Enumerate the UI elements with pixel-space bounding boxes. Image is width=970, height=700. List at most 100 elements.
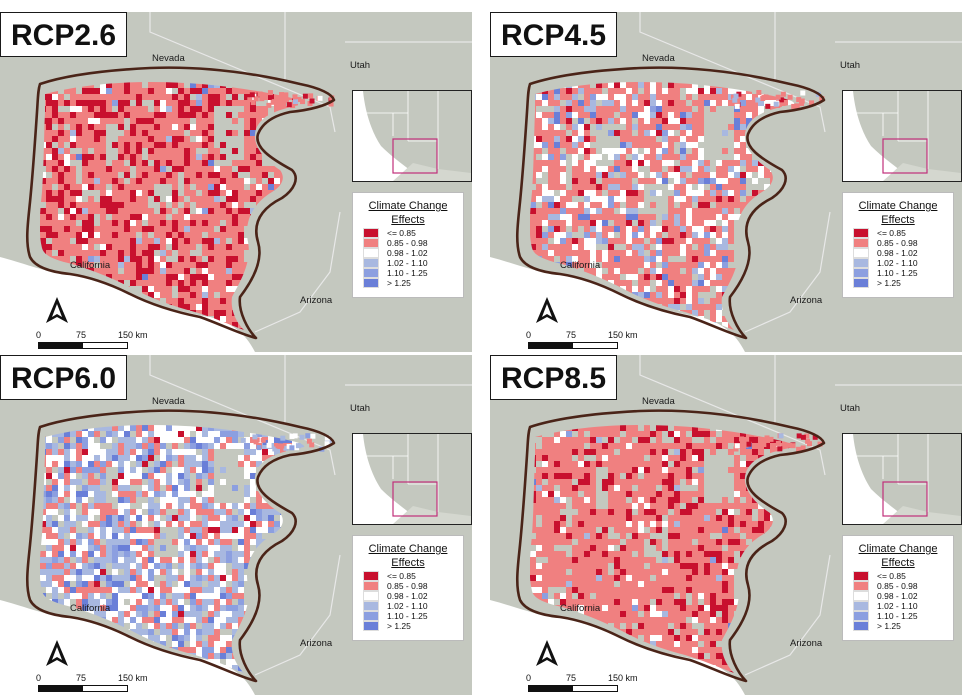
effect-cell [172, 130, 178, 136]
effect-cell [271, 99, 277, 105]
effect-cell [578, 136, 584, 142]
effect-cell [280, 256, 286, 262]
effect-cell [190, 599, 196, 605]
effect-cell [280, 274, 286, 280]
effect-cell [130, 611, 136, 617]
effect-cell [64, 130, 70, 136]
effect-cell [674, 190, 680, 196]
effect-cell [232, 226, 238, 232]
effect-cell [244, 262, 250, 268]
effect-cell [202, 539, 208, 545]
effect-cell [536, 172, 542, 178]
effect-cell [788, 334, 794, 340]
effect-cell [190, 280, 196, 286]
effect-cell [82, 244, 88, 250]
effect-cell [626, 226, 632, 232]
effect-cell [608, 196, 614, 202]
effect-cell [136, 148, 142, 154]
effect-cell [160, 250, 166, 256]
effect-cell [298, 166, 304, 172]
legend-title-line1: Climate Change [858, 200, 938, 212]
effect-cell [130, 136, 136, 142]
effect-cell [124, 136, 130, 142]
effect-cell [172, 298, 178, 304]
effect-cell [286, 178, 292, 184]
effect-cell [136, 593, 142, 599]
effect-cell [614, 280, 620, 286]
effect-cell [262, 256, 268, 262]
effect-cell [136, 100, 142, 106]
effect-cell [638, 130, 644, 136]
effect-cell [656, 118, 662, 124]
effect-cell [124, 563, 130, 569]
legend-swatch [363, 277, 379, 288]
effect-cell [64, 425, 70, 431]
effect-cell [106, 196, 112, 202]
effect-cell [70, 226, 76, 232]
effect-cell [82, 551, 88, 557]
effect-cell [536, 196, 542, 202]
effect-cell [704, 286, 710, 292]
effect-cell [238, 88, 244, 94]
effect-cell [698, 100, 704, 106]
effect-cell [40, 521, 46, 527]
effect-cell [280, 461, 286, 467]
effect-cell [686, 286, 692, 292]
effect-cell [578, 112, 584, 118]
effect-cell [244, 473, 250, 479]
effect-cell [274, 521, 280, 527]
effect-cell [196, 647, 202, 653]
effect-cell [722, 298, 728, 304]
effect-cell [142, 599, 148, 605]
effect-cell [100, 172, 106, 178]
effect-cell [112, 250, 118, 256]
effect-cell [130, 160, 136, 166]
effect-cell [166, 106, 172, 112]
effect-cell [82, 106, 88, 112]
effect-cell [214, 232, 220, 238]
effect-cell [148, 425, 154, 431]
effect-cell [64, 515, 70, 521]
legend-swatch [363, 257, 379, 268]
effect-cell [626, 220, 632, 226]
effect-cell [286, 635, 292, 641]
label-nevada: Nevada [642, 53, 675, 64]
effect-cell [244, 611, 250, 617]
effect-cell [154, 563, 160, 569]
effect-cell [88, 238, 94, 244]
effect-cell [184, 623, 190, 629]
effect-cell [596, 256, 602, 262]
legend-label: <= 0.85 [387, 227, 416, 238]
effect-cell [202, 527, 208, 533]
effect-cell [220, 593, 226, 599]
effect-cell [620, 178, 626, 184]
effect-cell [626, 280, 632, 286]
effect-cell [626, 214, 632, 220]
effect-cell [292, 587, 298, 593]
effect-cell [566, 244, 572, 250]
effect-cell [710, 298, 716, 304]
scale-bar-graphic [528, 342, 618, 349]
legend-swatch [363, 247, 379, 258]
effect-cell [746, 316, 752, 322]
effect-cell [626, 124, 632, 130]
effect-cell [304, 623, 305, 629]
effect-cell [788, 256, 794, 262]
effect-cell [172, 82, 178, 88]
effect-cell [614, 214, 620, 220]
effect-cell [256, 160, 262, 166]
effect-cell [530, 196, 536, 202]
effect-cell [82, 118, 88, 124]
effect-cell [166, 623, 172, 629]
effect-cell [632, 112, 638, 118]
state-border [744, 211, 831, 333]
effect-cell [262, 581, 268, 587]
effect-cell [154, 557, 160, 563]
effect-cell [268, 250, 274, 256]
effect-cell [572, 130, 578, 136]
effect-cell [292, 473, 298, 479]
effect-cell [554, 232, 560, 238]
effect-cell [656, 160, 662, 166]
effect-cell [584, 244, 590, 250]
effect-cell [560, 238, 566, 244]
